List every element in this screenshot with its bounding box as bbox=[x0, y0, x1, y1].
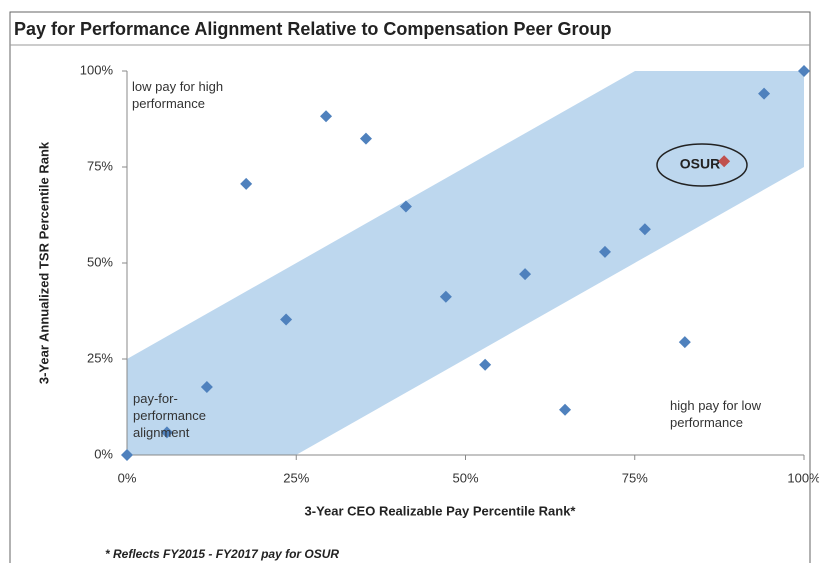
point bbox=[240, 177, 253, 190]
point bbox=[200, 381, 213, 394]
annotation: pay-for-performance alignment bbox=[133, 391, 206, 440]
y-axis-label: 3-Year Annualized TSR Percentile Rank bbox=[36, 141, 51, 384]
y-tick-label: 100% bbox=[80, 62, 114, 77]
footnote: * Reflects FY2015 - FY2017 pay for OSUR bbox=[105, 547, 339, 561]
y-tick-label: 25% bbox=[87, 350, 113, 365]
point bbox=[280, 313, 293, 326]
frame bbox=[9, 11, 811, 563]
x-tick-label: 100% bbox=[787, 470, 819, 485]
point bbox=[160, 426, 173, 439]
point bbox=[439, 290, 452, 303]
point bbox=[638, 223, 651, 236]
point bbox=[758, 87, 771, 100]
annotation: high pay for low performance bbox=[670, 398, 762, 430]
point bbox=[121, 449, 133, 461]
point bbox=[519, 268, 532, 281]
y-tick-label: 0% bbox=[94, 446, 113, 461]
point bbox=[559, 403, 572, 416]
annotation: low pay for high performance bbox=[132, 79, 224, 111]
x-tick-label: 75% bbox=[622, 470, 648, 485]
alignment-band bbox=[127, 71, 804, 455]
point bbox=[479, 358, 492, 371]
osur-ellipse bbox=[656, 143, 748, 187]
y-tick-label: 50% bbox=[87, 254, 113, 269]
point bbox=[598, 245, 611, 258]
point bbox=[798, 65, 810, 77]
chart-title: Pay for Performance Alignment Relative t… bbox=[14, 19, 611, 39]
point bbox=[678, 336, 691, 349]
x-tick-label: 0% bbox=[118, 470, 137, 485]
point bbox=[399, 200, 412, 213]
point bbox=[718, 155, 731, 168]
y-tick-label: 75% bbox=[87, 158, 113, 173]
x-tick-label: 50% bbox=[452, 470, 478, 485]
point bbox=[320, 110, 333, 123]
osur-label: OSUR bbox=[680, 156, 720, 172]
x-axis-label: 3-Year CEO Realizable Pay Percentile Ran… bbox=[305, 503, 577, 518]
x-tick-label: 25% bbox=[283, 470, 309, 485]
point bbox=[359, 132, 372, 145]
